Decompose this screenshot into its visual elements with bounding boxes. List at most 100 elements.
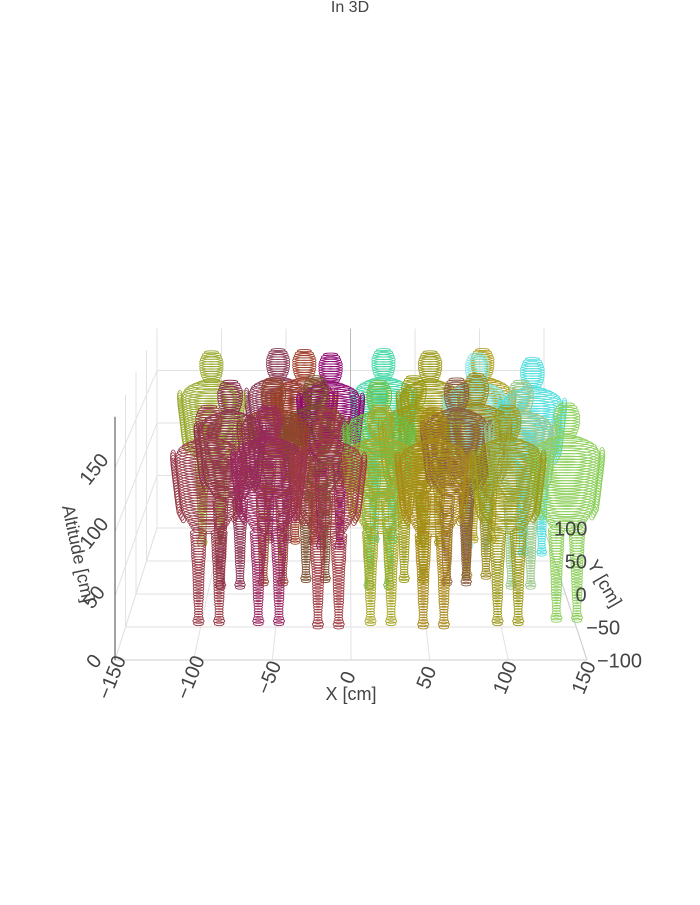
contour-ring: [550, 615, 563, 621]
contour-ring: [384, 567, 398, 573]
contour-ring: [417, 619, 429, 624]
contour-ring: [550, 567, 563, 573]
contour-ring: [214, 602, 224, 608]
contour-ring: [240, 515, 247, 524]
contour-ring: [357, 412, 401, 423]
contour-ring: [399, 553, 410, 558]
contour-ring: [384, 572, 398, 579]
contour-ring: [250, 522, 287, 532]
contour-ring: [437, 581, 450, 587]
contour-ring: [537, 545, 546, 550]
contour-ring: [235, 567, 245, 572]
contour-ring: [484, 422, 490, 433]
contour-ring: [193, 615, 204, 621]
contour-ring: [438, 624, 450, 630]
contour-ring: [244, 387, 250, 398]
contour-ring: [550, 577, 563, 584]
contour-ring: [385, 589, 397, 595]
contour-ring: [361, 452, 368, 464]
contour-ring: [250, 542, 266, 550]
contour-ring: [291, 526, 300, 531]
contour-ring: [310, 545, 326, 553]
contour-ring: [558, 402, 575, 407]
contour-ring: [385, 615, 397, 621]
contour-ring: [480, 575, 491, 580]
contour-ring: [294, 350, 314, 356]
contour-ring: [333, 592, 345, 598]
contour-ring: [525, 554, 536, 560]
contour-ring: [360, 519, 401, 530]
contour-ring: [234, 541, 246, 547]
contour-ring: [331, 548, 347, 556]
contour-ring: [474, 348, 490, 353]
contour-ring: [399, 558, 409, 563]
contour-ring: [213, 583, 225, 589]
contour-ring: [485, 439, 531, 450]
contour-ring: [525, 564, 536, 570]
contour-ring: [300, 538, 312, 544]
contour-ring: [460, 551, 472, 557]
contour-ring: [213, 591, 225, 597]
contour-ring: [301, 566, 311, 571]
contour-ring: [385, 597, 397, 602]
figure-21[interactable]: [394, 406, 473, 630]
figure-19[interactable]: [289, 406, 368, 630]
contour-ring: [513, 613, 523, 618]
contour-ring: [235, 580, 245, 585]
contour-ring: [300, 533, 312, 539]
contour-ring: [260, 391, 287, 398]
contour-ring: [193, 610, 203, 616]
contour-ring: [365, 610, 375, 616]
contour-ring: [383, 537, 400, 545]
contour-ring: [510, 545, 526, 553]
contour-ring: [504, 391, 560, 405]
contour-ring: [568, 534, 585, 542]
figure-23[interactable]: [528, 402, 606, 623]
contour-ring: [525, 549, 537, 555]
contour-ring: [258, 436, 279, 442]
contour-ring: [512, 572, 525, 579]
contour-ring: [521, 361, 544, 367]
contour-ring: [382, 531, 400, 539]
contour-ring: [252, 621, 264, 627]
contour-ring: [356, 381, 411, 395]
contour-ring: [291, 528, 300, 533]
contour-ring: [570, 569, 584, 576]
z-tick-label: 150: [75, 450, 113, 490]
contour-ring: [572, 605, 582, 610]
contour-ring: [190, 531, 207, 539]
contour-ring: [311, 578, 325, 584]
contour-ring: [297, 512, 303, 522]
contour-ring: [398, 548, 410, 554]
contour-ring: [313, 605, 323, 611]
contour-ring: [536, 530, 547, 535]
axis-layer: [114, 416, 588, 661]
contour-ring: [571, 591, 583, 597]
contour-ring: [437, 570, 451, 577]
contour-ring: [234, 551, 246, 557]
contour-ring: [365, 599, 376, 605]
contour-ring: [417, 578, 430, 584]
contour-ring: [319, 356, 342, 363]
contour-ring: [319, 527, 332, 534]
contour-ring: [526, 572, 535, 577]
contour-ring: [180, 515, 187, 524]
contour-ring: [211, 537, 228, 545]
contour-ring: [314, 421, 343, 429]
contour-ring: [301, 563, 311, 568]
figure-18[interactable]: [229, 404, 308, 627]
contour-ring: [196, 409, 221, 416]
contour-ring: [417, 592, 429, 598]
contour-ring: [273, 591, 285, 597]
contour-ring: [439, 611, 449, 616]
contour-ring: [467, 354, 487, 360]
contour-ring: [330, 534, 348, 542]
contour-ring: [272, 572, 286, 579]
contour-ring: [333, 594, 345, 600]
contour-ring: [305, 402, 326, 408]
figure-22[interactable]: [469, 404, 547, 627]
contour-ring: [461, 569, 471, 574]
contour-ring: [550, 572, 563, 578]
